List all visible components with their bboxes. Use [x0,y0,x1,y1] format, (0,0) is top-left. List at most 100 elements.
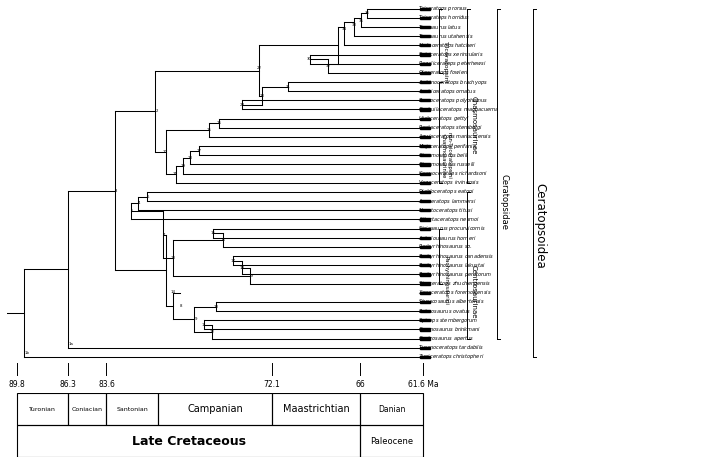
Text: 66: 66 [355,380,365,388]
Bar [420,337,430,340]
Text: 17: 17 [231,259,236,263]
Text: 11: 11 [202,323,207,327]
Text: $\it{Pachyrhinosaurus\ sp.}$: $\it{Pachyrhinosaurus\ sp.}$ [418,243,473,251]
Bar [420,310,430,312]
Text: 24: 24 [239,103,244,107]
Text: 3: 3 [115,189,118,193]
Text: 27: 27 [196,149,201,153]
Text: $\it{Pachyrhinosaurus\ perotorum}$: $\it{Pachyrhinosaurus\ perotorum}$ [418,270,493,279]
Text: $\it{Torosaurus\ utahensis}$: $\it{Torosaurus\ utahensis}$ [418,32,474,40]
Text: $\it{Nasutoceratops\ titusi}$: $\it{Nasutoceratops\ titusi}$ [418,206,473,215]
Text: $\it{Eotriceratops\ xerinsularis}$: $\it{Eotriceratops\ xerinsularis}$ [418,50,484,59]
Text: $\it{Ojoceratops\ fowleri}$: $\it{Ojoceratops\ fowleri}$ [418,69,469,77]
Text: Chasmosaurinae: Chasmosaurinae [471,96,476,154]
Bar [420,173,430,175]
Text: 35: 35 [359,19,364,22]
Text: 7: 7 [163,233,165,237]
Bar [360,425,423,457]
Text: 15: 15 [211,231,216,235]
Bar [420,228,430,230]
Text: 16: 16 [221,238,226,242]
Text: 14: 14 [171,290,176,294]
Text: 2: 2 [156,109,158,113]
Text: $\it{Nedoceratops\ hatcheri}$: $\it{Nedoceratops\ hatcheri}$ [418,41,477,50]
Text: 32: 32 [326,64,331,68]
Text: 5: 5 [131,209,134,213]
Bar [420,154,430,156]
Bar [420,90,430,92]
Bar [420,99,430,101]
Bar [420,81,430,83]
Bar [420,356,430,358]
Text: $\it{Diabloceratops\ eatoni}$: $\it{Diabloceratops\ eatoni}$ [418,187,476,197]
Bar [420,273,430,276]
Text: $\it{Achelousaurus\ horneri}$: $\it{Achelousaurus\ horneri}$ [418,234,477,242]
Text: $\it{Vagaceratops\ irvinensis}$: $\it{Vagaceratops\ irvinensis}$ [418,178,480,187]
Text: Paleocene: Paleocene [370,436,413,446]
Text: 4: 4 [139,202,141,205]
Text: Triceratopsini: Triceratopsini [443,41,448,83]
Text: non-Triceratopsini
Chasmosaurinae: non-Triceratopsini Chasmosaurinae [441,133,451,179]
Text: $\it{Turanoceratops\ tardabilis}$: $\it{Turanoceratops\ tardabilis}$ [418,343,484,352]
Text: 1a: 1a [69,342,73,346]
Bar [420,145,430,147]
Text: $\it{Agujaceratops\ mariscalensis}$: $\it{Agujaceratops\ mariscalensis}$ [418,133,492,142]
Text: $\it{Styracosaurus\ albertensis}$: $\it{Styracosaurus\ albertensis}$ [418,298,485,307]
Bar [420,63,430,65]
Text: Ceratopsoidea: Ceratopsoidea [533,183,546,269]
Bar [420,163,430,165]
Text: $\it{Centrosaurus\ apertus}$: $\it{Centrosaurus\ apertus}$ [418,334,474,343]
Bar [420,319,430,321]
Text: $\it{Spinops\ sternbergorum}$: $\it{Spinops\ sternbergorum}$ [418,316,479,325]
Bar [420,209,430,212]
Text: Maastrichtian: Maastrichtian [283,404,349,414]
Bar [420,72,430,74]
Text: $\it{Zuniceratops\ christopheri}$: $\it{Zuniceratops\ christopheri}$ [418,352,485,361]
Text: $\it{Coahuilaceratops\ magnacuerna}$: $\it{Coahuilaceratops\ magnacuerna}$ [418,105,500,114]
Bar [420,191,430,193]
Bar [420,347,430,349]
Text: 31: 31 [286,85,291,89]
Text: Ceratopsidae: Ceratopsidae [499,174,508,229]
Text: 8: 8 [180,304,183,308]
Bar [68,393,106,425]
Bar [420,218,430,221]
Bar [420,292,430,294]
Text: 25: 25 [206,128,211,132]
Text: 10: 10 [213,304,218,308]
Bar [420,301,430,303]
Text: $\it{Triceratops\ prorsus}$: $\it{Triceratops\ prorsus}$ [418,4,468,13]
Text: 21: 21 [174,172,178,176]
Text: 6: 6 [147,195,149,198]
Text: Santonian: Santonian [116,407,149,411]
Bar [272,393,360,425]
Text: $\it{Pachyrhinosaurus\ lakustai}$: $\it{Pachyrhinosaurus\ lakustai}$ [418,261,486,270]
Text: 86.3: 86.3 [59,380,76,388]
Text: $\it{Pachyrhinosaurus\ canadensis}$: $\it{Pachyrhinosaurus\ canadensis}$ [418,252,494,260]
Text: $\it{Pentaceratops\ sternbergi}$: $\it{Pentaceratops\ sternbergi}$ [418,123,483,133]
Text: 12: 12 [209,329,214,334]
Bar [420,35,430,37]
Bar [420,182,430,184]
Text: $\it{Triceratops\ horridus}$: $\it{Triceratops\ horridus}$ [418,13,471,22]
Text: 33: 33 [352,23,357,27]
Text: $\it{Rubeosaurus\ ovatus}$: $\it{Rubeosaurus\ ovatus}$ [418,307,471,315]
Text: $\it{Coronosaurus\ brinkmani}$: $\it{Coronosaurus\ brinkmani}$ [418,325,481,334]
Text: 19: 19 [248,274,253,277]
Bar [420,127,430,129]
Text: 34: 34 [342,27,347,31]
Text: $\it{Torosaurus\ latus}$: $\it{Torosaurus\ latus}$ [418,23,462,31]
Bar [420,26,430,28]
Text: 1b: 1b [25,351,30,355]
Text: 72.1: 72.1 [263,380,281,388]
Text: Coniacian: Coniacian [71,407,103,411]
Text: 83.6: 83.6 [98,380,115,388]
Bar [420,237,430,239]
Text: 18: 18 [239,266,244,270]
Text: $\it{Albertaceratops\ nesmoi}$: $\it{Albertaceratops\ nesmoi}$ [418,215,480,224]
Bar [420,264,430,266]
Bar [420,200,430,202]
Bar [420,108,430,111]
Text: $\it{Mojoceratops\ perifania}$: $\it{Mojoceratops\ perifania}$ [418,142,477,151]
Bar [420,8,430,10]
